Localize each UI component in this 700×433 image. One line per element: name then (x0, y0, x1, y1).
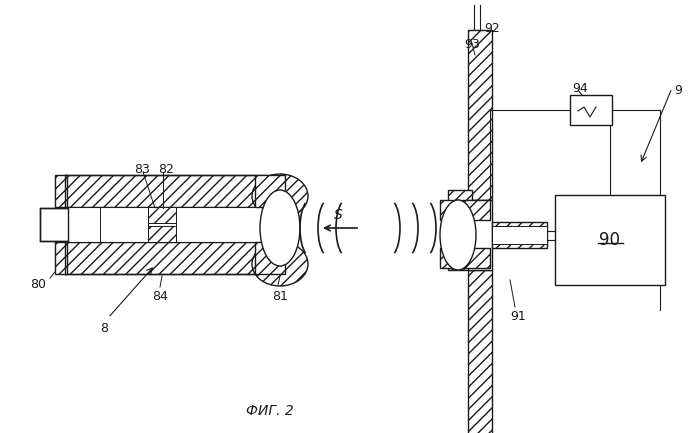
Text: 84: 84 (152, 290, 168, 303)
Bar (40, 208, 68, 241)
Bar (555, 195, 665, 285)
Text: 81: 81 (272, 290, 288, 303)
Text: 83: 83 (134, 163, 150, 176)
Text: S: S (334, 208, 342, 222)
Bar (448, 190, 472, 270)
Bar (492, 226, 547, 244)
Bar (65, 207, 285, 242)
Bar (468, 30, 492, 200)
Text: 9: 9 (674, 84, 682, 97)
Bar (255, 175, 285, 207)
Text: ФИГ. 2: ФИГ. 2 (246, 404, 294, 418)
Text: 92: 92 (484, 22, 500, 35)
Bar (148, 226, 176, 242)
Ellipse shape (440, 200, 476, 270)
Text: 82: 82 (158, 163, 174, 176)
Bar (55, 175, 67, 207)
Bar (65, 175, 285, 207)
Text: 80: 80 (30, 278, 46, 291)
Text: 93: 93 (464, 38, 480, 51)
Text: 8: 8 (100, 322, 108, 335)
Bar (255, 242, 285, 274)
Ellipse shape (252, 242, 308, 286)
Ellipse shape (260, 190, 300, 266)
Bar (440, 200, 490, 220)
Bar (492, 222, 547, 248)
Text: 94: 94 (572, 82, 588, 95)
Bar (468, 270, 492, 433)
Text: 91: 91 (510, 310, 526, 323)
Bar (55, 242, 67, 274)
Bar (148, 207, 176, 223)
Bar (468, 200, 492, 270)
Ellipse shape (252, 174, 308, 218)
Text: 90: 90 (599, 231, 620, 249)
Bar (440, 248, 490, 268)
Bar (570, 95, 612, 125)
Bar (65, 242, 285, 274)
